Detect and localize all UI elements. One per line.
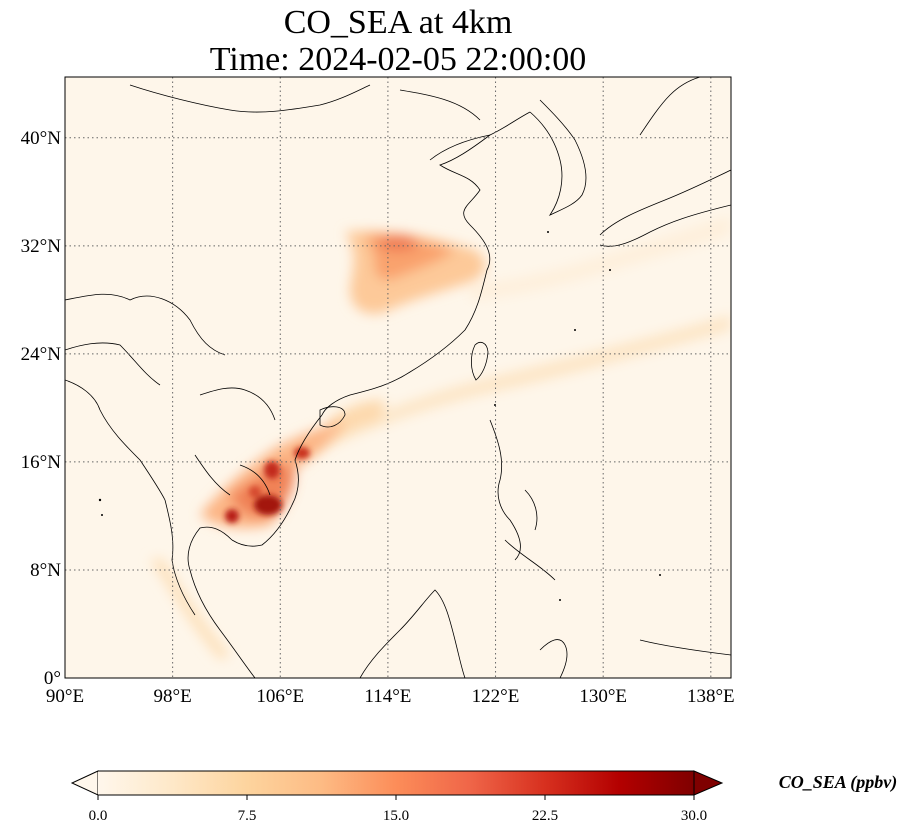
colorbar-label: CO_SEA (ppbv) xyxy=(779,772,898,793)
malay-plume xyxy=(150,558,230,660)
yangtze-plume xyxy=(345,230,486,314)
lon-tick-label: 122°E xyxy=(472,686,520,707)
colorbar-ticks: 0.0 7.5 15.0 22.5 30.0 xyxy=(89,795,707,824)
colorbar-tick-label: 30.0 xyxy=(681,808,707,824)
colorbar-gradient xyxy=(98,771,694,795)
lat-tick-label: 8°N xyxy=(30,560,61,581)
lat-tick-labels: 0° 8°N 16°N 24°N 32°N 40°N xyxy=(21,128,62,689)
lon-tick-label: 90°E xyxy=(46,686,84,707)
colorbar-tick-label: 0.0 xyxy=(89,808,108,824)
colorbar-tick-label: 7.5 xyxy=(238,808,257,824)
lat-tick-label: 0° xyxy=(44,668,61,689)
lon-tick-label: 138°E xyxy=(687,686,735,707)
gridlines xyxy=(65,77,731,678)
colorbar-tick-label: 22.5 xyxy=(532,808,558,824)
coastlines xyxy=(65,77,731,678)
map-title-line1: CO_SEA at 4km xyxy=(283,4,513,41)
lon-tick-label: 98°E xyxy=(154,686,192,707)
lat-tick-label: 40°N xyxy=(21,128,62,149)
map-background xyxy=(65,77,731,678)
lat-tick-label: 16°N xyxy=(21,452,62,473)
concentration-field xyxy=(65,77,731,678)
lat-tick-label: 24°N xyxy=(21,344,62,365)
colorbar: 0.0 7.5 15.0 22.5 30.0 CO_SEA (ppbv) xyxy=(70,770,898,824)
lon-tick-label: 106°E xyxy=(256,686,304,707)
colorbar-extend-low xyxy=(70,770,99,796)
colorbar-extend-high xyxy=(693,770,724,796)
map-frame xyxy=(64,76,732,679)
islands xyxy=(98,231,661,601)
lon-tick-label: 114°E xyxy=(364,686,411,707)
lat-tick-label: 32°N xyxy=(21,236,62,257)
lon-tick-label: 130°E xyxy=(579,686,627,707)
map-title-line2: Time: 2024-02-05 22:00:00 xyxy=(209,41,587,78)
colorbar-tick-label: 15.0 xyxy=(383,808,409,824)
outflow-plume xyxy=(300,215,731,458)
indochina-plume-core xyxy=(225,447,310,523)
lon-tick-labels: 90°E 98°E 106°E 114°E 122°E 130°E 138°E xyxy=(46,686,735,707)
